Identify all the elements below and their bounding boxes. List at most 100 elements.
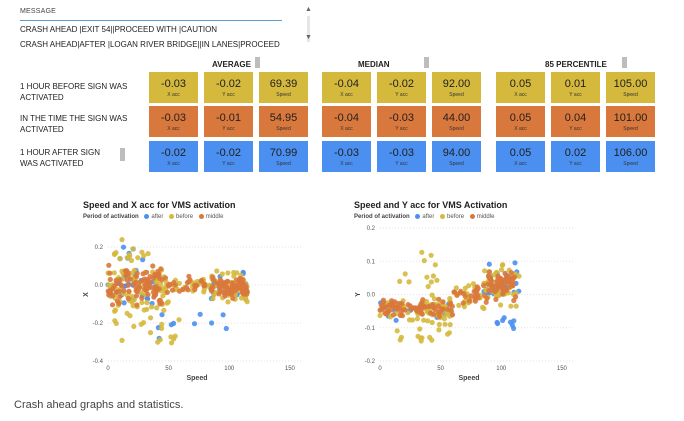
percentile85-speed-card: 106.00 Speed — [606, 141, 655, 172]
scatter-point-middle — [215, 281, 221, 287]
legend-dot-after — [144, 214, 150, 219]
scatter-point-middle — [144, 269, 150, 275]
median-header: MEDIAN — [358, 60, 390, 69]
scatter-point-before — [149, 304, 155, 310]
scatter-point-middle — [153, 283, 159, 290]
median-y-acc-card: -0.02 Y acc — [377, 72, 426, 103]
scatter-point-before — [428, 252, 434, 258]
scatter-point-middle — [230, 281, 236, 287]
stat-value: 0.04 — [564, 112, 587, 124]
scatter-point-middle — [118, 282, 124, 288]
scatter-point-middle — [395, 306, 401, 312]
percentile-menu-handle[interactable] — [622, 57, 627, 68]
stat-label: Y acc — [395, 92, 408, 98]
scatter-point-middle — [107, 276, 113, 283]
scatter-point-middle — [153, 288, 160, 294]
scatter-point-after — [223, 325, 229, 332]
legend-label-after: after — [151, 214, 164, 221]
scatter-point-middle — [122, 268, 129, 274]
x-tick-label: 150 — [557, 366, 568, 372]
scatter-point-before — [498, 267, 505, 273]
scatter-point-middle — [483, 299, 489, 305]
scatter-point-before — [135, 255, 141, 261]
percentile85-y-acc-card: 0.01 Y acc — [551, 72, 600, 103]
legend-label-after: after — [422, 214, 435, 221]
average-menu-handle[interactable] — [255, 57, 260, 68]
scatter-point-before — [436, 327, 442, 333]
stat-label: Y acc — [569, 126, 582, 132]
scatter-point-middle — [107, 290, 113, 296]
scroll-up-icon[interactable]: ▲ — [305, 6, 312, 13]
x-tick-label: 100 — [496, 366, 507, 372]
figure-caption: Crash ahead graphs and statistics. — [14, 399, 184, 411]
legend-title: Period of activation — [83, 214, 139, 221]
median-menu-handle[interactable] — [424, 57, 429, 68]
scatter-point-middle — [486, 269, 493, 275]
scatter-point-before — [131, 323, 137, 329]
stat-value: -0.02 — [388, 78, 415, 90]
scatter-point-before — [442, 321, 448, 327]
scatter-point-middle — [500, 286, 506, 292]
stat-value: -0.03 — [333, 147, 360, 159]
scatter-point-before — [480, 304, 486, 310]
scatter-point-middle — [166, 283, 172, 289]
chart-title-y: Speed and Y acc for VMS Activation — [354, 200, 508, 210]
scatter-point-after — [486, 261, 492, 267]
scatter-point-before — [445, 331, 451, 337]
scatter-point-middle — [124, 277, 130, 283]
scatter-point-middle — [155, 268, 161, 275]
message-item[interactable]: CRASH AHEAD|AFTER |LOGAN RIVER BRIDGE||I… — [20, 40, 280, 49]
scatter-point-before — [176, 317, 182, 323]
average-x-acc-card: -0.03 X acc — [149, 72, 198, 103]
y-tick-label: -0.4 — [93, 359, 104, 365]
scatter-point-after — [120, 244, 127, 250]
row-menu-handle[interactable] — [120, 148, 125, 161]
message-list-underline — [20, 20, 282, 21]
scatter-point-before — [147, 330, 154, 336]
scatter-point-before — [124, 255, 130, 261]
stat-label: X acc — [514, 92, 527, 98]
scatter-point-after — [159, 312, 165, 318]
scatter-point-middle — [449, 312, 456, 318]
stat-label: Speed — [449, 92, 464, 98]
scatter-point-middle — [466, 298, 472, 304]
scatter-point-middle — [449, 303, 455, 309]
scroll-down-icon[interactable]: ▼ — [305, 34, 312, 41]
scatter-point-before — [160, 293, 166, 299]
average-speed-card: 69.39 Speed — [259, 72, 308, 103]
scatter-point-middle — [157, 297, 163, 303]
scatter-point-middle — [427, 310, 434, 316]
scatter-point-middle — [494, 282, 500, 288]
scatter-point-middle — [385, 308, 391, 314]
percentile85-y-acc-card: 0.02 Y acc — [551, 141, 600, 172]
average-x-acc-card: -0.03 X acc — [149, 106, 198, 137]
scatter-point-middle — [114, 280, 120, 287]
percentile85-x-acc-card: 0.05 X acc — [496, 141, 545, 172]
average-speed-card: 54.95 Speed — [259, 106, 308, 137]
scatter-point-before — [397, 278, 403, 284]
median-speed-card: 94.00 Speed — [432, 141, 481, 172]
scatter-point-middle — [390, 303, 396, 309]
scatter-point-after — [140, 257, 146, 263]
scatter-point-middle — [511, 297, 517, 304]
stat-label: Speed — [276, 161, 291, 167]
stat-label: Speed — [623, 92, 638, 98]
message-list-scrollbar[interactable] — [307, 16, 310, 42]
scatter-point-middle — [413, 307, 420, 313]
scatter-point-middle — [508, 270, 514, 276]
scatter-point-middle — [210, 274, 216, 280]
median-x-acc-card: -0.03 X acc — [322, 141, 371, 172]
scatter-point-middle — [493, 296, 499, 302]
scatter-point-before — [225, 299, 231, 305]
y-tick-label: -0.1 — [365, 326, 376, 332]
scatter-point-before — [402, 271, 408, 277]
scatter-point-before — [429, 319, 435, 326]
scatter-point-after — [121, 300, 127, 306]
x-axis-label: Speed — [186, 375, 207, 382]
x-tick-label: 50 — [437, 366, 444, 372]
scatter-point-before — [434, 277, 440, 283]
message-item[interactable]: CRASH AHEAD |EXIT 54||PROCEED WITH |CAUT… — [20, 25, 218, 34]
scatter-point-middle — [198, 278, 204, 284]
scatter-point-before — [119, 237, 125, 243]
median-y-acc-card: -0.03 Y acc — [377, 141, 426, 172]
